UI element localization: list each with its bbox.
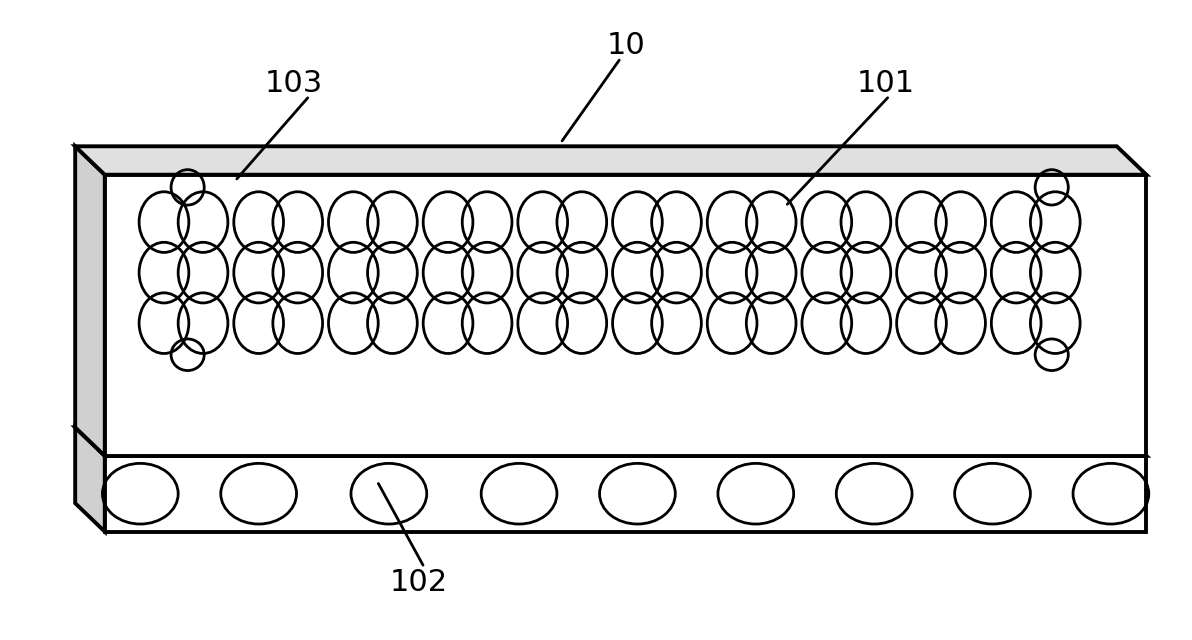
Polygon shape	[75, 428, 105, 532]
Text: 101: 101	[857, 68, 915, 98]
Polygon shape	[105, 175, 1147, 456]
Text: 102: 102	[390, 568, 447, 596]
Polygon shape	[105, 456, 1147, 532]
Text: 10: 10	[607, 31, 645, 60]
Polygon shape	[75, 147, 1147, 175]
Text: 103: 103	[265, 68, 323, 98]
Polygon shape	[75, 147, 105, 456]
Polygon shape	[75, 428, 1147, 456]
